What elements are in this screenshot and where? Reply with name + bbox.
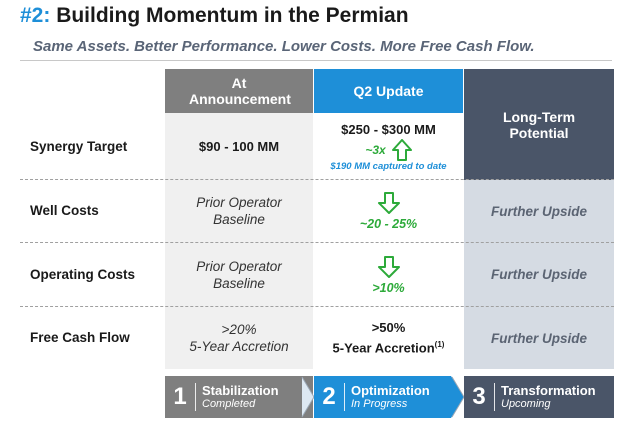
synergy-q2-multiple-row: ~3x [365,138,412,161]
step-text: Transformation Upcoming [501,383,596,411]
row-divider [20,179,614,180]
fcf-announcement-line2: 5-Year Accretion [189,339,289,354]
row-label-free-cash-flow: Free Cash Flow [30,330,130,345]
step-status: Upcoming [501,398,551,410]
operating-costs-q2-cell: >10% [314,243,463,306]
well-costs-announcement-line1: Prior Operator [196,195,282,210]
header-announcement-label: At Announcement [189,75,291,107]
down-arrow-icon [377,255,400,278]
header-q2-label: Q2 Update [353,83,424,99]
row-divider [20,306,614,307]
well-costs-announcement-line2: Baseline [213,212,265,227]
fcf-long-term: Further Upside [490,330,587,346]
fcf-q2-line1: >50% [371,320,406,336]
synergy-q2-note: $190 MM captured to date [330,160,447,172]
well-costs-q2-cell: ~20 - 25% [314,180,463,242]
step-title: Optimization [351,383,430,398]
title-divider [20,60,612,61]
operating-costs-announcement-line1: Prior Operator [196,258,282,274]
step-number: 3 [472,383,486,410]
step-title: Transformation [501,383,596,398]
fcf-q2-cell: >50% 5-Year Accretion(1) [314,307,463,369]
title-number: #2: [20,4,51,27]
row-label-well-costs: Well Costs [30,203,99,218]
chevron-right-icon [451,376,465,418]
step-optimization: 2 Optimization In Progress [314,376,451,418]
step-title: Stabilization [202,383,279,398]
step-status: Completed [202,398,256,410]
step-separator [494,383,495,411]
step-text: Stabilization Completed [202,383,279,411]
fcf-q2-line2-wrap: 5-Year Accretion(1) [333,336,445,356]
up-arrow-icon [391,138,412,161]
row-divider [20,242,614,243]
chevron-right-icon [301,376,315,418]
page-title: #2: Building Momentum in the Permian [20,4,409,28]
step-number: 1 [173,383,187,410]
announcement-column [165,69,313,369]
row-label-synergy-target: Synergy Target [30,139,128,154]
synergy-announcement-value: $90 - 100 MM [198,139,280,154]
operating-costs-announcement-line2: Baseline [213,275,265,291]
step-stabilization: 1 Stabilization Completed [165,376,313,418]
operating-costs-long-term: Further Upside [490,267,587,282]
title-text: Building Momentum in the Permian [50,4,409,27]
step-number: 2 [322,383,336,410]
synergy-q2-multiple: ~3x [365,142,386,157]
well-costs-long-term: Further Upside [490,203,587,219]
header-announcement: At Announcement [165,69,313,113]
fcf-announcement: >20% 5-Year Accretion [165,307,313,369]
header-q2-update: Q2 Update [314,69,463,113]
operating-costs-announcement: Prior Operator Baseline [165,243,313,306]
fcf-q2-line2: 5-Year Accretion [332,340,435,356]
step-transformation: 3 Transformation Upcoming [464,376,614,418]
down-arrow-icon [377,192,400,214]
header-long-term: Long-Term Potential [464,69,614,180]
fcf-q2-footnote: (1) [434,340,445,350]
step-text: Optimization In Progress [351,383,430,411]
operating-costs-q2-change: >10% [372,280,405,295]
synergy-q2-value: $250 - $300 MM [341,121,436,137]
q2-column [314,69,463,369]
well-costs-q2-change: ~20 - 25% [359,217,418,231]
step-separator [344,383,345,411]
fcf-announcement-line1: >20% [221,322,257,337]
step-separator [195,383,196,411]
synergy-q2-cell: $250 - $300 MM ~3x $190 MM captured to d… [314,114,463,179]
row-label-operating-costs: Operating Costs [30,267,136,282]
well-costs-announcement: Prior Operator Baseline [165,180,313,242]
header-long-term-label: Long-Term Potential [502,108,576,141]
page-subtitle: Same Assets. Better Performance. Lower C… [33,38,535,55]
step-status: In Progress [351,398,408,410]
